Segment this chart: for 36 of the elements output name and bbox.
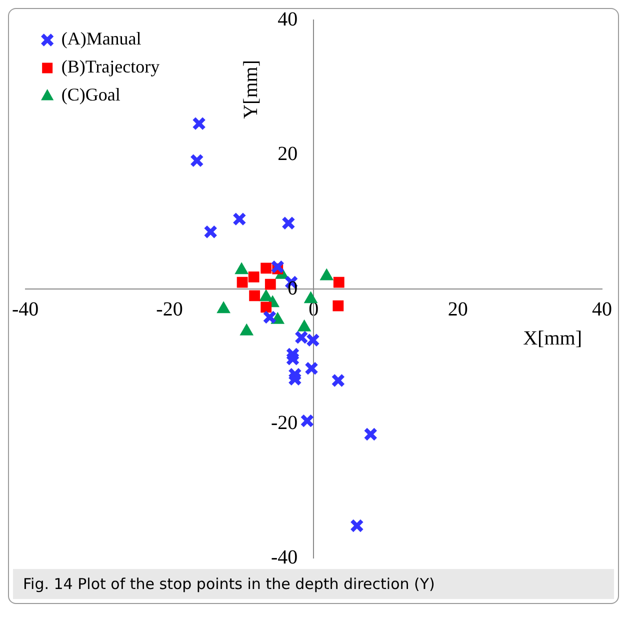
x-tick-label: 20	[448, 298, 468, 320]
point	[190, 154, 204, 168]
point	[270, 260, 285, 274]
point	[204, 224, 218, 239]
legend-label: (C)Goal	[61, 84, 120, 105]
point	[331, 374, 346, 388]
point	[264, 278, 276, 290]
point	[236, 276, 248, 288]
point	[248, 271, 260, 282]
point	[294, 330, 308, 344]
point	[281, 216, 296, 230]
legend-label: (B)Trajectory	[61, 56, 160, 77]
point	[232, 212, 246, 226]
point	[306, 333, 320, 348]
point	[249, 290, 260, 302]
point	[332, 300, 344, 312]
x-axis-title: X[mm]	[523, 327, 582, 350]
point	[364, 427, 378, 442]
y-axis-title: Y[mm]	[240, 60, 262, 119]
legend-label: (A)Manual	[61, 28, 142, 49]
point	[260, 302, 272, 313]
point	[192, 116, 206, 131]
y-tick-label: -20	[270, 412, 298, 434]
y-tick-label: 20	[278, 142, 298, 165]
x-tick-label: -40	[12, 298, 39, 320]
x-tick-label: 40	[592, 298, 612, 320]
x-tick-label: -20	[156, 298, 183, 320]
point	[260, 262, 272, 274]
point	[262, 310, 277, 324]
y-tick-label: -40	[270, 546, 298, 568]
point	[304, 361, 318, 376]
caption: Fig. 14 Plot of the stop points in the depth direction (Y)	[13, 569, 614, 599]
point	[350, 518, 364, 533]
y-tick-label: 40	[278, 8, 298, 30]
point	[333, 276, 344, 288]
point	[300, 414, 314, 428]
